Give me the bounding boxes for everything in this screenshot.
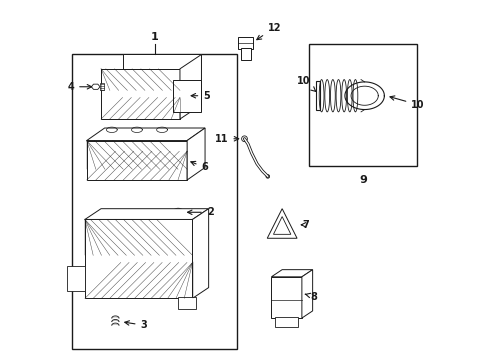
Text: 9: 9 bbox=[358, 175, 366, 185]
Bar bbox=[271, 277, 301, 318]
Ellipse shape bbox=[175, 210, 181, 215]
Polygon shape bbox=[91, 84, 100, 89]
Polygon shape bbox=[267, 209, 296, 238]
Polygon shape bbox=[85, 209, 208, 220]
Bar bbox=[315, 81, 320, 110]
Polygon shape bbox=[101, 69, 180, 119]
Text: 10: 10 bbox=[389, 96, 424, 110]
Bar bbox=[85, 220, 192, 298]
Text: 4: 4 bbox=[67, 82, 91, 92]
Text: 7: 7 bbox=[301, 220, 308, 230]
Bar bbox=[67, 266, 85, 291]
Bar bbox=[86, 140, 187, 180]
Polygon shape bbox=[273, 217, 290, 234]
Text: 12: 12 bbox=[256, 23, 281, 40]
Polygon shape bbox=[180, 54, 201, 119]
Polygon shape bbox=[122, 54, 201, 69]
Text: 2: 2 bbox=[187, 207, 213, 217]
Text: 5: 5 bbox=[191, 91, 209, 101]
Bar bbox=[274, 318, 298, 327]
Bar bbox=[100, 83, 104, 90]
Text: 10: 10 bbox=[297, 76, 315, 91]
Bar bbox=[172, 80, 201, 112]
Circle shape bbox=[265, 175, 269, 178]
Text: 1: 1 bbox=[151, 32, 159, 41]
Bar bbox=[237, 37, 253, 49]
Polygon shape bbox=[192, 209, 208, 298]
Bar bbox=[240, 48, 250, 60]
Polygon shape bbox=[301, 270, 312, 318]
Text: 8: 8 bbox=[305, 292, 317, 302]
Ellipse shape bbox=[172, 208, 183, 216]
Bar bbox=[72, 54, 237, 348]
Text: 11: 11 bbox=[214, 134, 238, 144]
Text: 6: 6 bbox=[190, 161, 208, 172]
Circle shape bbox=[241, 136, 247, 141]
Bar bbox=[308, 44, 416, 166]
Polygon shape bbox=[86, 128, 204, 140]
Polygon shape bbox=[271, 270, 312, 277]
Bar bbox=[178, 297, 196, 309]
Polygon shape bbox=[187, 128, 204, 180]
Text: 3: 3 bbox=[124, 320, 147, 330]
